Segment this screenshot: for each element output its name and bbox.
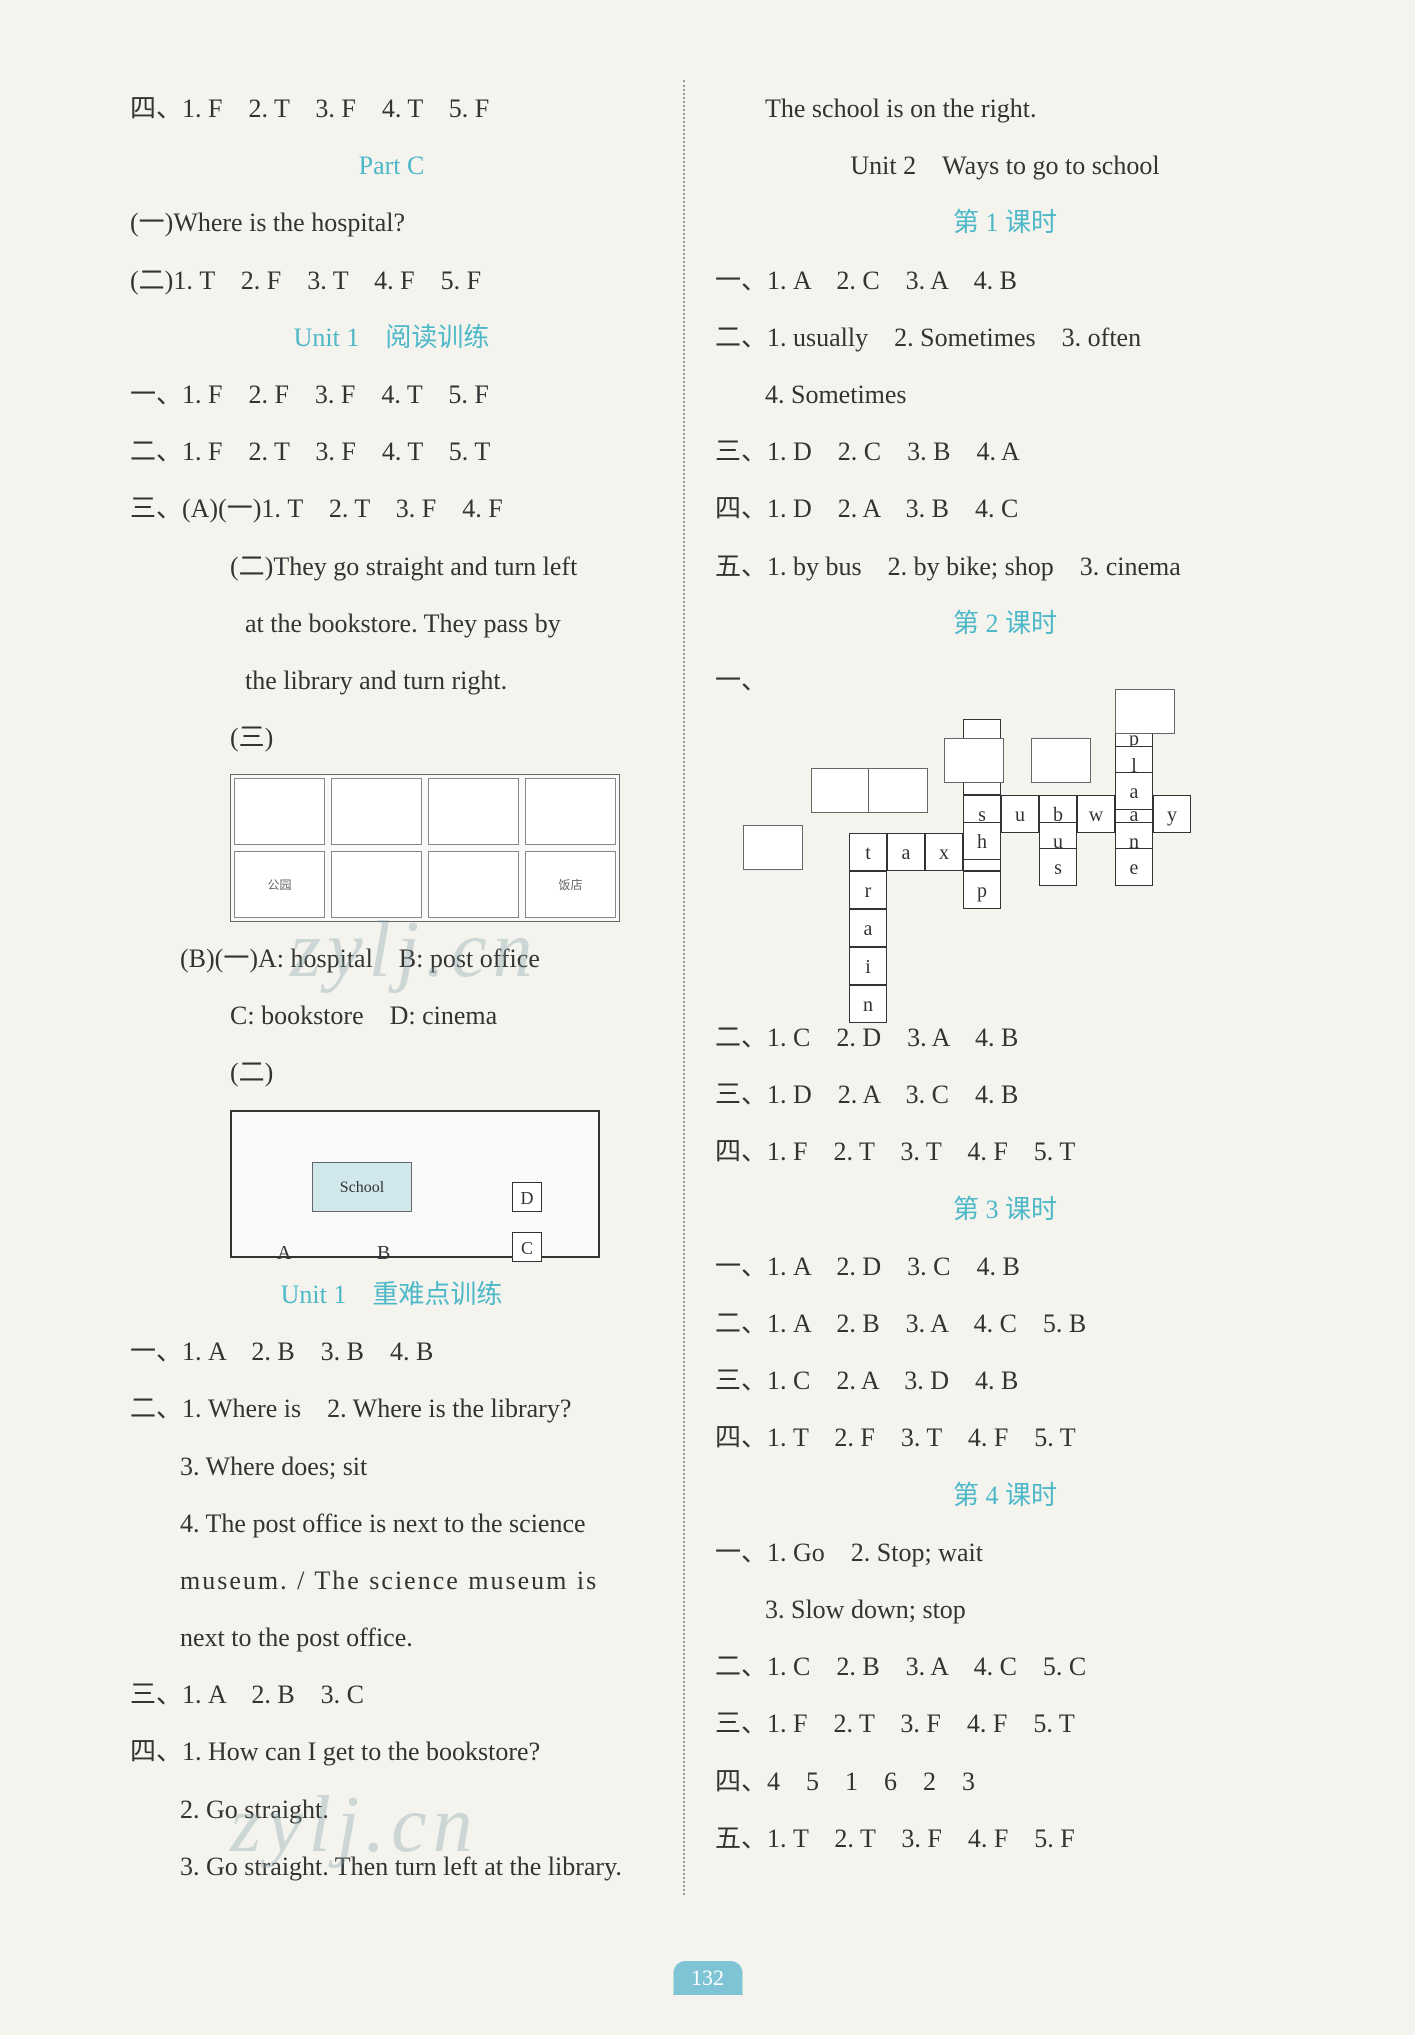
lesson2-heading: 第 2 课时 (715, 595, 1295, 652)
answer-line: 3. Where does; sit (130, 1438, 653, 1495)
school-map-diagram: School A B C D (230, 1110, 600, 1258)
unit2-heading: Unit 2 Ways to go to school (715, 137, 1295, 194)
page-number: 132 (673, 1961, 742, 1995)
unit1-hard-heading: Unit 1 重难点训练 (130, 1266, 653, 1323)
answer-line: 2. Go straight. (130, 1781, 653, 1838)
answer-line: 二、1. usually 2. Sometimes 3. often (715, 309, 1295, 366)
answer-line: 四、4 5 1 6 2 3 (715, 1753, 1295, 1810)
answer-line: 三、1. A 2. B 3. C (130, 1666, 653, 1723)
answer-line: 二、1. C 2. B 3. A 4. C 5. C (715, 1638, 1295, 1695)
answer-line: 四、1. F 2. T 3. F 4. T 5. F (130, 80, 653, 137)
answer-line: museum. / The science museum is (130, 1552, 653, 1609)
answer-line: (二)1. T 2. F 3. T 4. F 5. F (130, 252, 653, 309)
crossword-clue-image (868, 768, 928, 813)
two-column-layout: 四、1. F 2. T 3. F 4. T 5. F Part C (一)Whe… (110, 80, 1315, 1895)
crossword-cell: a (1115, 772, 1153, 810)
answer-line: 4. The post office is next to the scienc… (130, 1495, 653, 1552)
crossword-clue-image (944, 738, 1004, 783)
crossword-cell: w (1077, 795, 1115, 833)
crossword-cell: y (1153, 795, 1191, 833)
answer-line: 三、1. D 2. A 3. C 4. B (715, 1066, 1295, 1123)
diagram-cell (331, 778, 422, 845)
diagram-cell (428, 778, 519, 845)
answer-line: 四、1. F 2. T 3. T 4. F 5. T (715, 1123, 1295, 1180)
answer-line: 三、1. D 2. C 3. B 4. A (715, 423, 1295, 480)
crossword-cell: u (1001, 795, 1039, 833)
crossword-cell: p (963, 871, 1001, 909)
answer-line: at the bookstore. They pass by (130, 595, 653, 652)
answer-line: (B)(一)A: hospital B: post office (130, 930, 653, 987)
answer-line: next to the post office. (130, 1609, 653, 1666)
crossword-clue-image (811, 768, 871, 813)
answer-line: 一、1. Go 2. Stop; wait (715, 1524, 1295, 1581)
answer-line: 二、1. C 2. D 3. A 4. B (715, 1009, 1295, 1066)
crossword-cell: a (887, 833, 925, 871)
answer-line: 五、1. T 2. T 3. F 4. F 5. F (715, 1810, 1295, 1867)
diagram-cell (428, 851, 519, 918)
answer-label: (二) (130, 1044, 653, 1101)
map-label-b: B (377, 1242, 390, 1265)
crossword-clue-image (1115, 689, 1175, 734)
answer-line: 一、1. A 2. B 3. B 4. B (130, 1323, 653, 1380)
crossword-cell: r (849, 871, 887, 909)
crossword-cell: x (925, 833, 963, 871)
answer-line: 三、1. F 2. T 3. F 4. F 5. T (715, 1695, 1295, 1752)
answer-line: (二)They go straight and turn left (130, 538, 653, 595)
answer-line: The school is on the right. (715, 80, 1295, 137)
diagram-cell (331, 851, 422, 918)
unit1-reading-heading: Unit 1 阅读训练 (130, 309, 653, 366)
crossword-cell: t (849, 833, 887, 871)
answer-line: 二、1. A 2. B 3. A 4. C 5. B (715, 1295, 1295, 1352)
map-box-c: C (512, 1232, 542, 1262)
right-column: The school is on the right. Unit 2 Ways … (685, 80, 1315, 1895)
answer-line: 一、1. F 2. F 3. F 4. T 5. F (130, 366, 653, 423)
diagram-cell: 公园 (234, 851, 325, 918)
crossword-clue-image (1031, 738, 1091, 783)
answer-line: 二、1. Where is 2. Where is the library? (130, 1380, 653, 1437)
answer-line: (一)Where is the hospital? (130, 194, 653, 251)
lesson3-heading: 第 3 课时 (715, 1181, 1295, 1238)
answer-line: 三、(A)(一)1. T 2. T 3. F 4. F (130, 480, 653, 537)
crossword-cell: a (849, 909, 887, 947)
answer-line: 一、1. A 2. D 3. C 4. B (715, 1238, 1295, 1295)
crossword-cell: h (963, 822, 1001, 860)
answer-line: 四、1. How can I get to the bookstore? (130, 1723, 653, 1780)
answer-line: 四、1. T 2. F 3. T 4. F 5. T (715, 1409, 1295, 1466)
diagram-cell (234, 778, 325, 845)
answer-line: 五、1. by bus 2. by bike; shop 3. cinema (715, 538, 1295, 595)
answer-line: 3. Go straight. Then turn left at the li… (130, 1838, 653, 1895)
left-column: 四、1. F 2. T 3. F 4. T 5. F Part C (一)Whe… (110, 80, 683, 1895)
map-school-box: School (312, 1162, 412, 1212)
map-label-a: A (277, 1242, 291, 1265)
lesson1-heading: 第 1 课时 (715, 194, 1295, 251)
answer-line: 二、1. F 2. T 3. F 4. T 5. T (130, 423, 653, 480)
diagram-cell: 饭店 (525, 851, 616, 918)
answer-line: C: bookstore D: cinema (130, 987, 653, 1044)
answer-line: 3. Slow down; stop (715, 1581, 1295, 1638)
answer-label: (三) (130, 709, 653, 766)
crossword-cell: e (1115, 848, 1153, 886)
part-c-heading: Part C (130, 137, 653, 194)
answer-line: 一、1. A 2. C 3. A 4. B (715, 252, 1295, 309)
answer-line: the library and turn right. (130, 652, 653, 709)
crossword-puzzle: taxirainspsubwayhunsepla (735, 719, 1295, 999)
answer-line: 三、1. C 2. A 3. D 4. B (715, 1352, 1295, 1409)
answer-label: 一、 (715, 652, 1295, 709)
answer-line: 四、1. D 2. A 3. B 4. C (715, 480, 1295, 537)
crossword-cell: i (849, 947, 887, 985)
crossword-cell: s (1039, 848, 1077, 886)
map-box-d: D (512, 1182, 542, 1212)
lesson4-heading: 第 4 课时 (715, 1467, 1295, 1524)
map-diagram-3: 公园 饭店 (230, 774, 620, 922)
crossword-cell: n (849, 985, 887, 1023)
diagram-cell (525, 778, 616, 845)
answer-line: 4. Sometimes (715, 366, 1295, 423)
crossword-clue-image (743, 825, 803, 870)
